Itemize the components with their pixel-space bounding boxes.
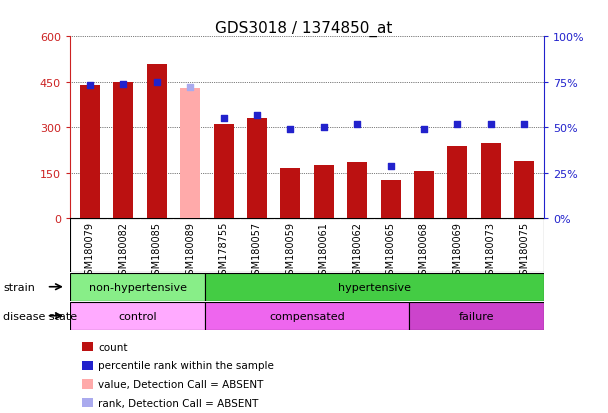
Point	[419, 126, 429, 133]
Bar	[180, 89, 200, 219]
Bar	[70, 302, 206, 330]
Bar	[409, 302, 544, 330]
Text: GSM180075: GSM180075	[519, 221, 529, 280]
Bar	[213, 125, 233, 219]
Text: GSM180089: GSM180089	[185, 221, 195, 280]
Text: GSM180068: GSM180068	[419, 221, 429, 280]
Point	[219, 116, 229, 122]
Text: control: control	[119, 311, 157, 321]
Point	[152, 79, 162, 86]
Bar	[414, 172, 434, 219]
Text: GDS3018 / 1374850_at: GDS3018 / 1374850_at	[215, 21, 393, 37]
Text: disease state: disease state	[3, 311, 77, 321]
Bar	[70, 273, 206, 301]
Text: GSM180085: GSM180085	[152, 221, 162, 280]
Bar	[206, 273, 544, 301]
Bar	[206, 302, 409, 330]
Point	[119, 81, 128, 88]
Bar	[381, 181, 401, 219]
Point	[252, 112, 262, 119]
Point	[486, 121, 496, 128]
Bar	[514, 161, 534, 219]
Point	[385, 163, 395, 169]
Text: count: count	[98, 342, 128, 352]
Bar	[481, 143, 501, 219]
Bar	[447, 146, 468, 219]
Point	[352, 121, 362, 128]
Text: GSM180059: GSM180059	[285, 221, 295, 280]
Text: GSM178755: GSM178755	[218, 221, 229, 281]
Point	[319, 125, 328, 131]
Text: percentile rank within the sample: percentile rank within the sample	[98, 361, 274, 370]
Text: GSM180079: GSM180079	[85, 221, 95, 280]
Bar	[113, 83, 133, 219]
Text: GSM180061: GSM180061	[319, 221, 329, 280]
Bar	[314, 166, 334, 219]
Text: rank, Detection Call = ABSENT: rank, Detection Call = ABSENT	[98, 398, 258, 408]
Text: GSM180082: GSM180082	[119, 221, 128, 280]
Text: compensated: compensated	[269, 311, 345, 321]
Text: non-hypertensive: non-hypertensive	[89, 282, 187, 292]
Point	[85, 83, 95, 90]
Bar	[347, 163, 367, 219]
Bar	[80, 85, 100, 219]
Bar	[280, 169, 300, 219]
Point	[185, 85, 195, 91]
Point	[452, 121, 462, 128]
Bar	[247, 119, 267, 219]
Point	[519, 121, 529, 128]
Text: value, Detection Call = ABSENT: value, Detection Call = ABSENT	[98, 379, 263, 389]
Bar	[147, 64, 167, 219]
Text: GSM180062: GSM180062	[352, 221, 362, 280]
Text: GSM180073: GSM180073	[486, 221, 496, 280]
Point	[286, 126, 295, 133]
Text: hypertensive: hypertensive	[338, 282, 411, 292]
Text: GSM180065: GSM180065	[385, 221, 396, 280]
Text: strain: strain	[3, 282, 35, 292]
Text: GSM180057: GSM180057	[252, 221, 262, 280]
Text: GSM180069: GSM180069	[452, 221, 462, 280]
Text: failure: failure	[458, 311, 494, 321]
